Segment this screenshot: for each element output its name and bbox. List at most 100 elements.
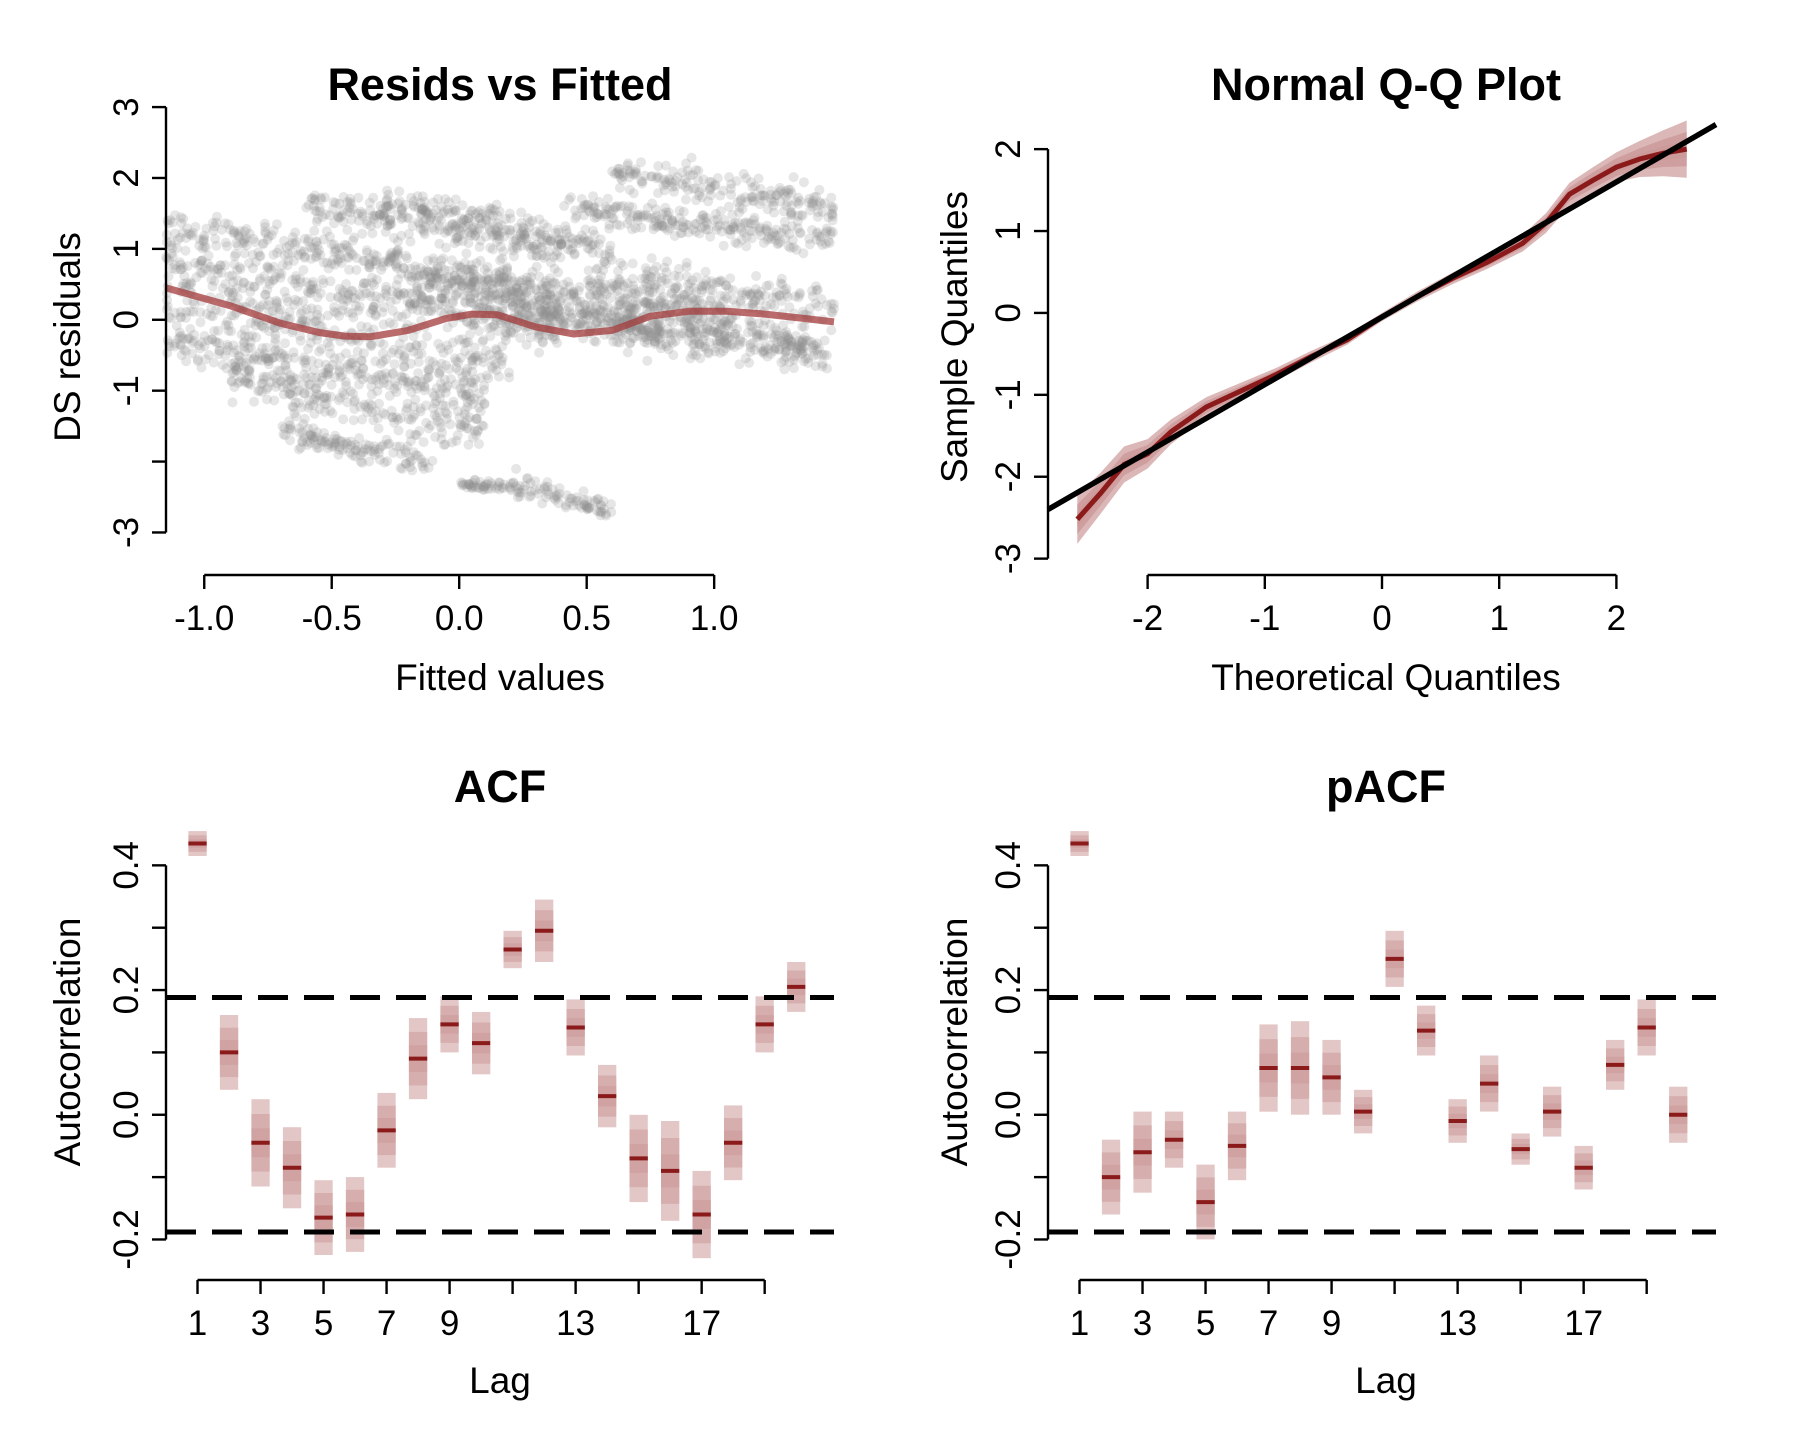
- resid-point: [417, 203, 428, 214]
- resid-point: [633, 331, 644, 341]
- resid-point: [569, 291, 580, 302]
- resid-point: [416, 209, 427, 220]
- resid-point: [495, 255, 506, 266]
- resid-point: [574, 304, 585, 315]
- resid-point: [463, 337, 474, 348]
- resid-point: [235, 226, 246, 237]
- resid-point: [403, 288, 414, 299]
- resid-point: [631, 303, 642, 314]
- resid-point: [281, 293, 292, 303]
- resid-point: [646, 213, 657, 224]
- resid-point: [474, 302, 485, 313]
- resid-point: [411, 430, 422, 441]
- resid-point: [358, 282, 368, 293]
- resid-point: [334, 361, 345, 372]
- resid-point: [203, 250, 214, 261]
- resid-point: [214, 338, 225, 348]
- resid-point: [286, 425, 297, 436]
- resid-point: [367, 304, 378, 315]
- resid-point: [291, 236, 302, 247]
- resid-point: [689, 183, 700, 194]
- acf-lag-mark: [408, 1018, 428, 1100]
- resid-point: [600, 249, 611, 260]
- resid-point: [341, 279, 352, 290]
- resid-point: [310, 194, 320, 205]
- resid-point: [229, 357, 240, 368]
- resid-point: [435, 388, 446, 399]
- resid-point: [405, 436, 416, 446]
- resid-point: [362, 444, 373, 455]
- resid-point: [457, 271, 468, 282]
- resid-point: [450, 205, 461, 216]
- resid-point: [233, 228, 244, 239]
- resid-point: [465, 293, 476, 304]
- resid-point: [441, 340, 452, 351]
- resid-point: [512, 295, 523, 306]
- resid-point: [387, 412, 398, 423]
- resid-point: [459, 214, 470, 225]
- resid-point: [268, 225, 279, 236]
- resid-point: [324, 363, 335, 374]
- resid-point: [535, 226, 546, 237]
- resid-point: [554, 234, 565, 245]
- resid-point: [456, 387, 467, 398]
- resid-point: [393, 198, 404, 209]
- resid-point: [573, 238, 584, 249]
- resid-point: [299, 432, 310, 443]
- resid-point: [371, 291, 381, 302]
- resid-point: [525, 311, 536, 321]
- resid-point: [270, 344, 281, 355]
- resid-point: [397, 463, 408, 474]
- resid-point: [229, 251, 240, 262]
- resid-point: [297, 305, 308, 316]
- resid-point: [312, 247, 323, 258]
- resid-point: [228, 228, 239, 239]
- resid-point: [388, 368, 399, 379]
- resid-point: [353, 305, 364, 316]
- resid-point: [274, 268, 285, 279]
- resid-point: [275, 376, 286, 387]
- resid-point: [349, 232, 360, 243]
- resid-point: [384, 390, 395, 401]
- resid-point: [436, 215, 447, 226]
- resid-point: [292, 281, 303, 292]
- resid-point: [638, 296, 649, 307]
- resid-point: [446, 278, 456, 289]
- resid-point: [320, 432, 331, 443]
- resid-point: [587, 239, 598, 250]
- pacf-lag-mark: [1322, 1039, 1341, 1115]
- resid-point: [436, 358, 447, 369]
- resid-point: [423, 365, 434, 376]
- resid-point: [444, 364, 455, 374]
- resid-point: [314, 320, 325, 331]
- resid-point: [228, 347, 239, 358]
- resid-point: [419, 196, 430, 207]
- resid-point: [309, 434, 319, 445]
- resid-point: [286, 382, 297, 393]
- resid-point: [470, 351, 481, 362]
- resid-point: [470, 374, 481, 385]
- resid-point: [496, 220, 507, 231]
- resid-point: [400, 458, 411, 469]
- resid-point: [352, 208, 363, 219]
- resid-point: [507, 242, 518, 253]
- resid-point: [305, 437, 316, 448]
- resid-point: [462, 276, 473, 287]
- resid-point: [391, 280, 402, 291]
- resid-point: [561, 224, 572, 235]
- resid-point: [420, 274, 431, 285]
- resid-point: [251, 332, 262, 343]
- resid-point: [454, 226, 465, 237]
- resid-point: [386, 405, 397, 416]
- resid-point: [596, 316, 607, 327]
- resid-point: [277, 421, 288, 432]
- resid-point: [522, 302, 533, 313]
- resid-point: [227, 291, 238, 302]
- resid-point: [284, 416, 295, 427]
- resid-point: [516, 207, 527, 218]
- resid-point: [215, 260, 225, 271]
- resid-point: [522, 279, 533, 290]
- resid-point: [279, 235, 290, 246]
- resid-point: [305, 337, 316, 348]
- resid-point: [185, 324, 196, 334]
